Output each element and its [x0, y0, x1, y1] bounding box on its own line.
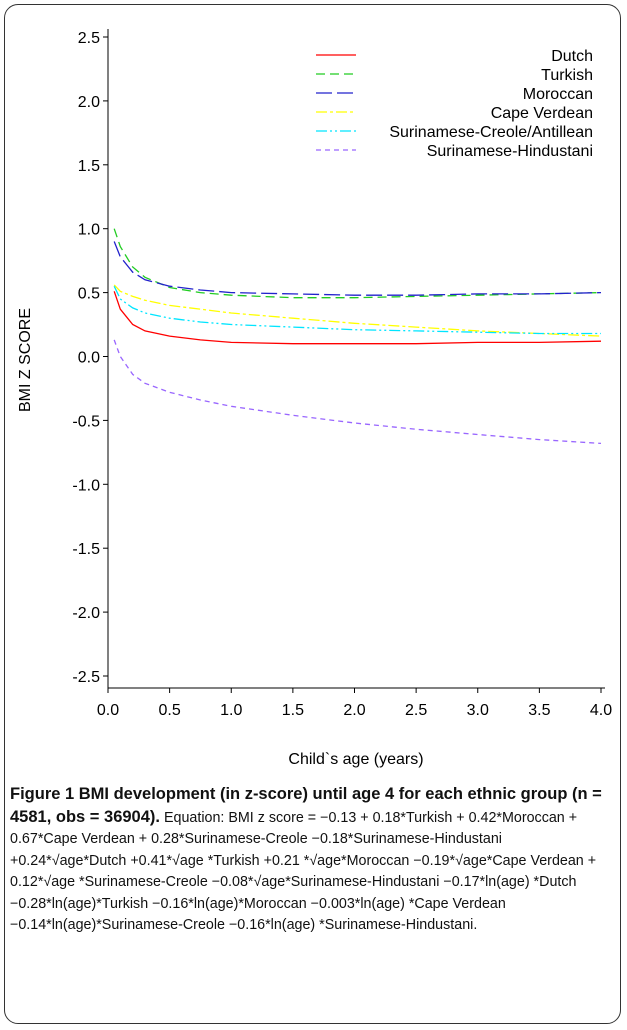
series-line [113, 284, 602, 337]
y-axis-label: BMI Z SCORE [17, 308, 34, 412]
x-tick-label: 0.5 [159, 702, 181, 719]
figure-frame [4, 4, 621, 1024]
series-line [113, 241, 602, 296]
x-tick-label: 3.0 [467, 702, 489, 719]
legend-label: Dutch [551, 48, 593, 65]
y-tick-label: -2.0 [72, 605, 100, 622]
y-tick-label: 0.5 [78, 286, 100, 303]
legend-label: Cape Verdean [491, 105, 593, 122]
chart-axes: 2.5 2.0 1.5 1.0 0.5 0.0 -0.5 -1.0 -1.5 -2.0 -2.5 0.… [72, 29, 612, 719]
x-axis-label: Child`s age (years) [288, 751, 423, 768]
x-tick-label: 2.0 [343, 702, 365, 719]
legend-label: Surinamese-Hindustani [427, 143, 593, 160]
legend-label: Moroccan [523, 86, 593, 103]
x-tick-label: 3.5 [528, 702, 550, 719]
x-tick-label: 1.5 [282, 702, 304, 719]
series-line [113, 339, 602, 445]
y-tick-label: 2.0 [78, 94, 100, 111]
series-line [113, 291, 602, 345]
y-tick-label: -2.5 [72, 669, 100, 686]
y-tick-label: 1.0 [78, 222, 100, 239]
chart-series [113, 228, 602, 445]
y-tick-label: -0.5 [72, 413, 100, 430]
y-tick-label: -1.5 [72, 541, 100, 558]
x-tick-label: 4.0 [590, 702, 612, 719]
legend-label: Surinamese-Creole/Antillean [389, 124, 593, 141]
y-tick-label: -1.0 [72, 477, 100, 494]
figure-caption-label: Figure 1 BMI development (in z-score) un… [10, 785, 602, 826]
chart-legend: Dutch Turkish Moroccan Cape Verdean Suriname… [316, 48, 593, 160]
x-tick-label: 1.0 [220, 702, 242, 719]
bmi-line-chart: 2.5 2.0 1.5 1.0 0.5 0.0 -0.5 -1.0 -1.5 -2.0 -2.5 0.… [17, 29, 612, 768]
figure-caption-text: Equation: BMI z score = −0.13 + 0.18*Tur… [10, 809, 597, 934]
series-line [113, 228, 602, 299]
x-tick-label: 2.5 [405, 702, 427, 719]
y-tick-label: 1.5 [78, 158, 100, 175]
y-tick-label: 2.5 [78, 30, 100, 47]
x-tick-label: 0.0 [97, 702, 119, 719]
legend-label: Turkish [541, 67, 593, 84]
y-tick-label: 0.0 [78, 350, 100, 367]
series-line [113, 285, 601, 335]
figure-caption: Figure 1 BMI development (in z-score) un… [10, 784, 610, 937]
